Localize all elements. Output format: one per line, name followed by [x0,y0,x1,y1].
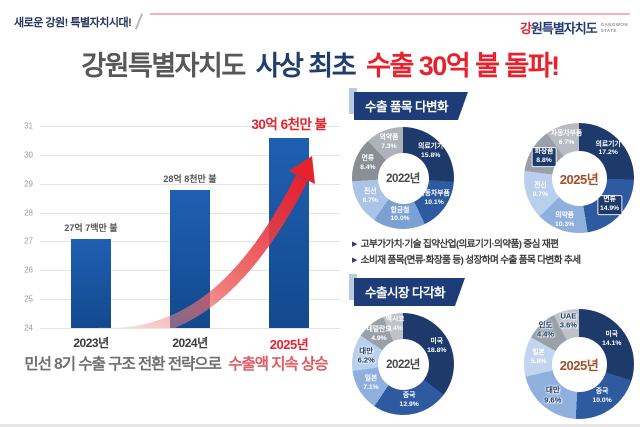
gridline [40,126,340,127]
gridline [40,154,340,156]
market-donut-row: 미국 18.8% 중국 12.9% 일본 7.1% 대만 6.2% 네덜란드 4.9% 멕시코 3.4… [350,309,636,419]
donut-slice-label: 미국 18.8% [427,338,447,355]
donut-center-label: 2022년 [377,338,429,390]
gangwon-state-logo: 강원특별자치도 GANGWON STATE [520,18,628,37]
logo-sub-line2: STATE [600,27,617,33]
donut-center-label: 2022년 [377,152,429,204]
bar-column: 28억 8천만 불 2024년 [163,126,216,351]
logo-english-subtext: GANGWON STATE [601,22,628,33]
donut-center-label: 2025년 [551,336,607,392]
bottom-edge-strip [0,424,640,427]
bullet-arrow-icon: ▶ [352,257,357,264]
x-tick-label: 2023년 [73,336,109,350]
bar-column: 27억 7백만 불 2023년 [64,126,117,350]
donut-slice-label: 대만 6.2% [357,345,375,365]
header-tagline: 새로운 강원! 특별자치시대! [14,17,132,29]
title-part-gray: 강원특별자치도 [81,51,246,81]
donut-slice-label: 전선 8.7% [362,187,378,204]
section-header-markets: 수출시장 다각화 [349,274,465,306]
donut-ring: 미국 18.8% 중국 12.9% 일본 7.1% 대만 6.2% 네덜란드 4.9% 멕시코 3.4… [352,313,454,415]
section-header-products: 수출 품목 다변화 [349,88,468,120]
donut-markets-2022: 미국 18.8% 중국 12.9% 일본 7.1% 대만 6.2% 네덜란드 4.9% 멕시코 3.4… [352,313,454,415]
bullet-item: ▶ 소비재 품목(면류·화장품 등) 성장하며 수출 품목 다변화 추세 [352,253,636,269]
bar [170,189,210,328]
page-title: 강원특별자치도 사상 최초 수출 30억 불 돌파! [0,44,640,83]
y-tick-label: 30 [24,150,33,160]
slogan-gray-text: 민선 8기 수출 구조 전환 전략으로 [24,356,222,373]
donut-ring: 의료기기 17.2% 면류 14.9% 의약품 10.3% 전선 9.7% 화장품 8.8% 자동차… [524,123,634,233]
donut-slice-label: 네덜란드 4.9% [366,326,392,342]
donut-slice-label: 중국 10.0% [592,388,612,405]
donut-markets-2025: 미국 14.1% 중국 10.0% 대만 9.6% 일본 5.6% 인도 4.4% UAE 3.6% 2… [524,309,634,419]
section-title-products: 수출 품목 다변화 [354,92,468,120]
bullet-text: 고부가가치·기술 집약산업(의료기기·의약품) 중심 재편 [360,239,559,250]
product-bullets: ▶ 고부가가치·기술 집약산업(의료기기·의약품) 중심 재편 ▶ 소비재 품목(면… [352,237,636,269]
donut-slice-label: 합금철 10.0% [390,206,410,223]
y-tick-label: 28 [24,208,33,218]
title-part-red: 수출 30억 불 돌파! [366,51,560,81]
slogan-red-text: 수출액 지속 상승 [228,356,328,373]
donut-center-label: 2025년 [551,150,607,206]
donut-slice-label: 의약품 10.3% [554,212,575,229]
x-tick-label: 2025년 [269,337,309,352]
y-tick-label: 31 [24,121,33,131]
x-tick-label: 2024년 [172,336,208,350]
donut-slice-label: 의료기기 17.2% [595,140,621,157]
donut-ring: 의료기기 15.8% 자동차부품 10.1% 합금철 10.0% 전선 8.7% 면류 8.4% 의… [352,127,454,229]
donut-slice-label: 화장품 8.8% [531,147,557,167]
tagline-slash-divider [134,13,144,30]
bar-value-label: 27억 7백만 불 [64,223,118,234]
donut-slice-label: UAE 3.6% [559,310,577,330]
right-column: 수출 품목 다변화 의료기기 15.8% 자동차부품 10.1% 합금철 10.0% 전선 8… [349,88,636,427]
title-part-navy: 사상 최초 [255,51,357,81]
y-tick-label: 27 [24,236,33,246]
y-tick-label: 26 [24,265,33,275]
bar-plot: 27억 7백만 불 2023년 28억 8천만 불 2024년 30억 6천만 불 202… [40,117,340,352]
bullet-text: 소비재 품목(면류·화장품 등) 성장하며 수출 품목 다변화 추세 [360,255,581,266]
donut-slice-label: 면류 8.4% [360,155,376,172]
donut-slice-label: 면류 14.9% [596,195,623,215]
bar-yaxis: 24 25 26 27 28 29 30 31 [14,122,36,333]
donut-slice-label: 의료기기 15.8% [418,143,444,160]
bullet-arrow-icon: ▶ [352,241,357,248]
donut-slice-label: 의약품 7.3% [379,134,399,150]
bar [269,137,309,328]
product-donut-row: 의료기기 15.8% 자동차부품 10.1% 합금철 10.0% 전선 8.7% 면류 8.4% 의… [350,123,636,233]
donut-slice-label: 미국 14.1% [602,331,622,347]
gridline [40,328,340,329]
bottom-slogan: 민선 8기 수출 구조 전환 전략으로 수출액 지속 상승 [0,352,352,374]
donut-slice-label: 중국 12.9% [399,392,419,409]
bar-value-label: 28억 8천만 불 [163,173,217,184]
donut-slice-label: 멕시코 3.4% [385,316,405,333]
section-accent-bar [349,88,357,114]
section-title-markets: 수출시장 다각화 [354,278,465,306]
y-tick-label: 25 [24,294,33,304]
bullet-item: ▶ 고부가가치·기술 집약산업(의료기기·의약품) 중심 재편 [352,237,636,253]
donut-slice-label: 대만 9.6% [544,385,562,405]
bar [71,239,111,328]
logo-sub-line1: GANGWON [600,22,628,28]
bar-column: 30억 6천만 불 2025년 [251,117,327,352]
bar-value-label: 30억 6천만 불 [251,116,327,132]
logo-accent-char: 강 [519,21,532,36]
donut-slice-label: 전선 9.7% [532,182,549,198]
y-tick-label: 24 [24,323,33,333]
donut-ring: 미국 14.1% 중국 10.0% 대만 9.6% 일본 5.6% 인도 4.4% UAE 3.6% 2… [524,309,634,419]
header-rule-line [150,13,630,15]
donut-slice-label: 일본 7.1% [363,375,379,391]
export-bar-chart: 24 25 26 27 28 29 30 31 27억 7백만 불 2023년 28억 8천만 불… [14,110,342,362]
y-tick-label: 29 [24,179,33,189]
donut-slice-label: 인도 4.4% [536,319,555,339]
donut-slice-label: 자동차부품 10.1% [418,190,450,207]
donut-products-2022: 의료기기 15.8% 자동차부품 10.1% 합금철 10.0% 전선 8.7% 면류 8.4% 의… [352,127,454,229]
logo-rest-text: 원특별자치도 [530,21,598,36]
donut-slice-label: 자동차부품 6.7% [550,130,583,147]
section-accent-bar [349,274,357,300]
donut-products-2025: 의료기기 17.2% 면류 14.9% 의약품 10.3% 전선 9.7% 화장품 8.8% 자동차… [524,123,634,233]
logo-wordmark: 강원특별자치도 [519,18,598,37]
donut-slice-label: 일본 5.6% [530,349,547,366]
